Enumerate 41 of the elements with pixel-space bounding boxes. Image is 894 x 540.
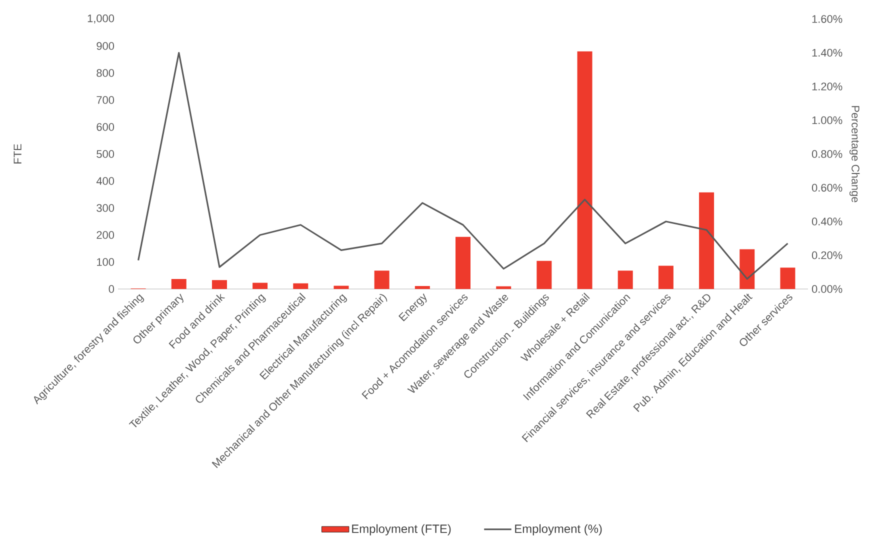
y2-tick-label: 0.80% <box>812 150 842 158</box>
y-tick-label: 300 <box>96 204 114 212</box>
bar <box>414 286 430 289</box>
y-tick-label: 800 <box>96 69 114 77</box>
bar <box>374 270 390 289</box>
bar <box>699 192 714 289</box>
y2-tick-label: 0.60% <box>812 184 842 192</box>
y-tick-label: 400 <box>96 177 114 185</box>
y-tick-label: 1,000 <box>88 14 114 24</box>
bar <box>577 51 592 289</box>
y-tick-label: 200 <box>96 231 114 239</box>
y-tick-label: 600 <box>96 123 114 131</box>
bar <box>334 286 349 289</box>
y2-tick-label: 1.40% <box>812 48 842 57</box>
y-tick-label: 0 <box>108 285 114 293</box>
y2-tick-label: 1.00% <box>812 116 842 124</box>
legend-label: Employment (%) <box>515 524 602 536</box>
bar <box>740 249 755 289</box>
bar <box>618 270 633 289</box>
bar <box>536 260 552 289</box>
bar <box>171 279 186 289</box>
line-series <box>137 52 789 280</box>
y-tick-label: 700 <box>96 96 114 104</box>
y2-tick-label: 1.60% <box>812 15 842 23</box>
bar <box>780 268 796 289</box>
y-axis-title: FTE <box>14 144 22 164</box>
bar <box>293 283 308 289</box>
y2-tick-label: 1.20% <box>812 82 842 90</box>
bar <box>658 266 674 289</box>
y-tick-label: 500 <box>96 150 114 158</box>
bar <box>496 286 512 289</box>
bar <box>252 282 268 289</box>
y-tick-label: 100 <box>97 258 114 266</box>
y2-tick-label: 0.40% <box>812 218 842 226</box>
bar <box>212 280 227 289</box>
y2-tick-label: 0.20% <box>812 251 842 260</box>
legend-label: Employment (FTE) <box>352 524 451 536</box>
y2-tick-label: 0.00% <box>812 285 842 293</box>
y-tick-label: 900 <box>96 42 114 50</box>
bar <box>456 236 471 289</box>
y2-axis-title: Percentage Change <box>849 106 860 202</box>
